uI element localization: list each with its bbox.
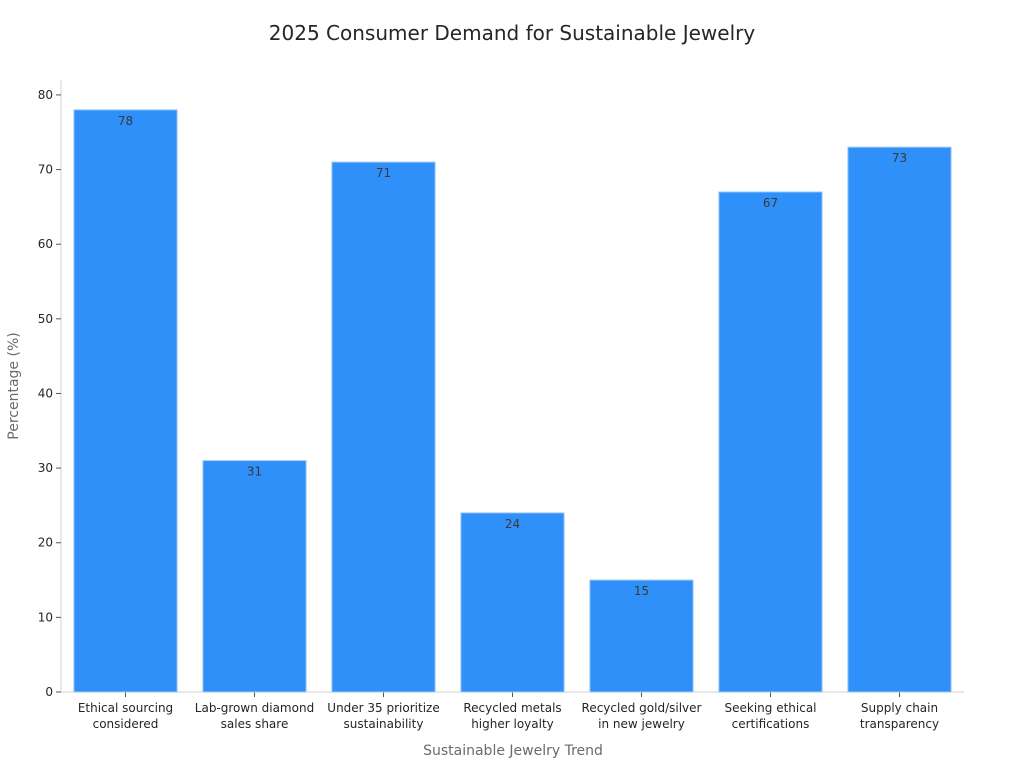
- x-tick-label: Supply chain transparency: [860, 701, 939, 731]
- y-tick-label: 0: [45, 685, 53, 699]
- bar: [73, 109, 178, 693]
- x-tick-label: Under 35 prioritize sustainability: [327, 701, 439, 731]
- y-tick-label: 40: [38, 386, 53, 400]
- x-tick-label-line: Recycled metals: [463, 701, 561, 715]
- x-tick-label-line: Seeking ethical: [724, 701, 816, 715]
- bar-value-label: 73: [892, 151, 907, 165]
- y-tick-label: 70: [38, 163, 53, 177]
- x-tick-label-line: higher loyalty: [471, 717, 554, 731]
- bar: [847, 146, 952, 693]
- y-tick-label: 20: [38, 536, 53, 550]
- bars: [73, 109, 952, 693]
- x-tick-label-line: considered: [93, 717, 159, 731]
- x-tick-label-line: certifications: [732, 717, 810, 731]
- bar-value-label: 71: [376, 166, 391, 180]
- x-tick-label-line: sales share: [221, 717, 289, 731]
- y-axis-title: Percentage (%): [6, 332, 22, 439]
- x-tick-label-line: Lab-grown diamond: [195, 701, 314, 715]
- x-tick-label-line: Ethical sourcing: [78, 701, 173, 715]
- labels: 78 Ethical sourcing considered 31 Lab-grown …: [78, 114, 939, 731]
- y-tick-label: 50: [38, 312, 53, 326]
- x-tick-label-line: Under 35 prioritize: [327, 701, 439, 715]
- y-tick-label: 30: [38, 461, 53, 475]
- x-tick-label-line: Recycled gold/silver: [582, 701, 702, 715]
- x-tick-label-line: in new jewelry: [598, 717, 685, 731]
- y-tick-label: 80: [38, 88, 53, 102]
- bar-value-label: 67: [763, 196, 778, 210]
- x-tick-label: Recycled metals higher loyalty: [463, 701, 561, 731]
- bar-value-label: 15: [634, 584, 649, 598]
- x-tick-label: Seeking ethical certifications: [724, 701, 816, 731]
- bar: [460, 512, 565, 693]
- bar: [331, 161, 436, 693]
- bar: [202, 460, 307, 693]
- y-tick-label: 10: [38, 610, 53, 624]
- bar-value-label: 24: [505, 517, 520, 531]
- x-tick-label-line: transparency: [860, 717, 939, 731]
- x-axis-title: Sustainable Jewelry Trend: [423, 743, 603, 759]
- y-tick-label: 60: [38, 237, 53, 251]
- x-tick-label-line: sustainability: [344, 717, 424, 731]
- x-tick-label: Recycled gold/silver in new jewelry: [582, 701, 702, 731]
- bar: [718, 191, 823, 693]
- x-tick-label: Ethical sourcing considered: [78, 701, 173, 731]
- bar-value-label: 31: [247, 465, 262, 479]
- bar: [589, 579, 694, 693]
- chart-title: 2025 Consumer Demand for Sustainable Jew…: [269, 21, 756, 45]
- bar-value-label: 78: [118, 114, 133, 128]
- x-tick-label-line: Supply chain: [861, 701, 938, 715]
- x-tick-label: Lab-grown diamond sales share: [195, 701, 314, 731]
